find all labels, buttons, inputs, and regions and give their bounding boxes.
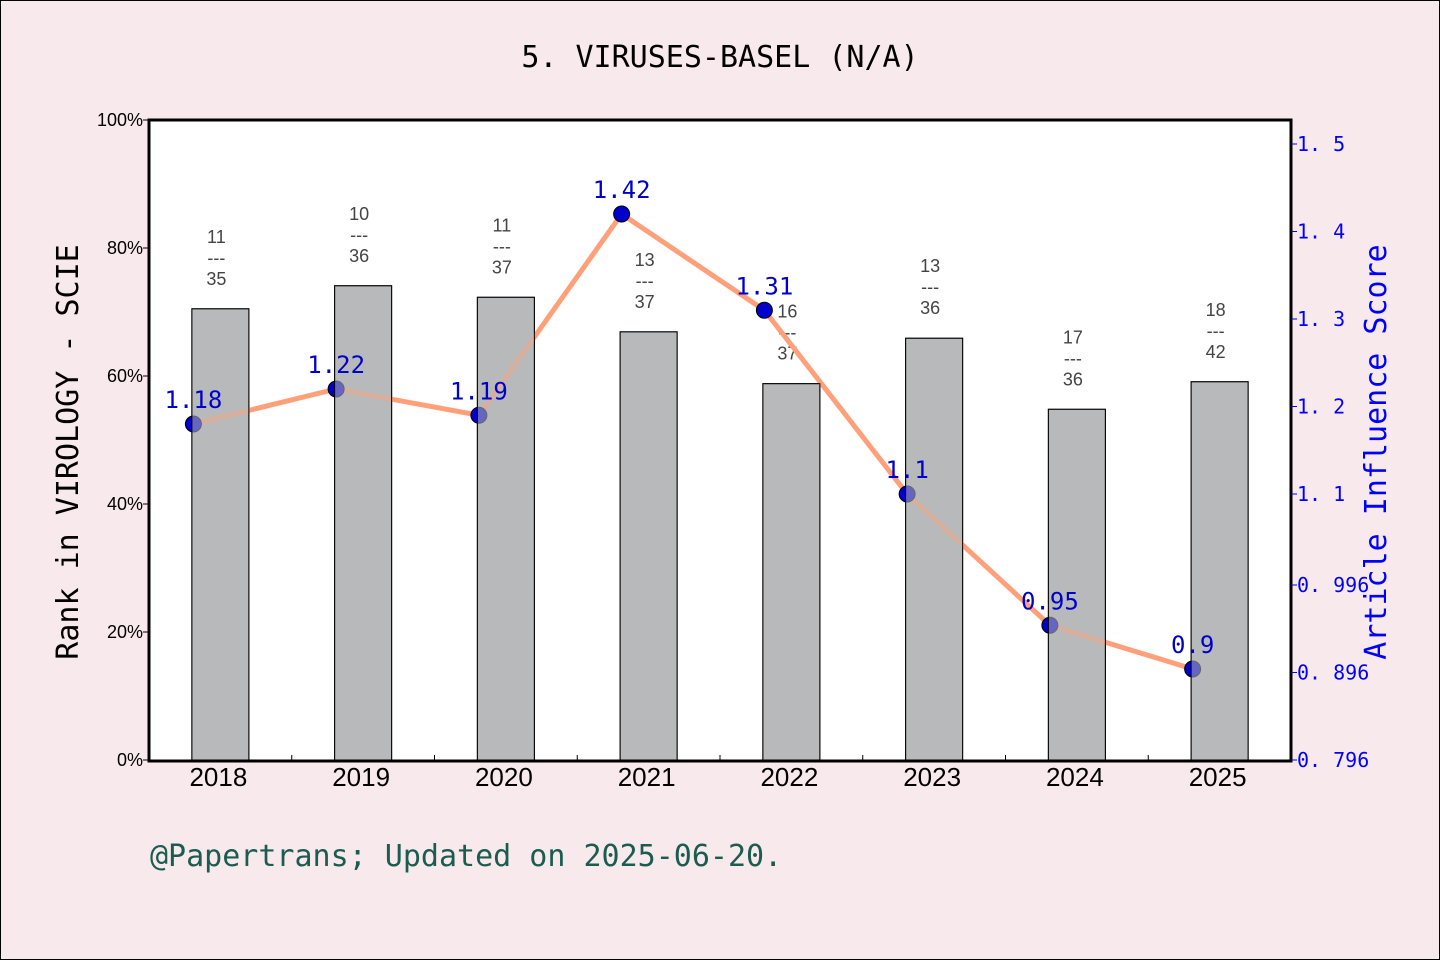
left-tick-label: 20% [107, 622, 143, 642]
rank-separator: --- [350, 225, 368, 245]
right-tick-label: 1. 2 [1297, 395, 1345, 419]
rank-label-2025: 18---42 [1206, 300, 1226, 362]
bar-overlay-2019 [334, 285, 393, 761]
rank-separator: --- [636, 271, 654, 291]
rank-total: 36 [1063, 369, 1083, 389]
rank-value: 13 [635, 250, 655, 270]
x-tick-label: 2021 [618, 762, 676, 792]
footer-credit: @Papertrans; Updated on 2025-06-20. [150, 839, 782, 874]
score-label-2023: 1.1 [885, 456, 928, 484]
rank-value: 11 [207, 227, 226, 247]
x-tick-label: 2025 [1189, 762, 1247, 792]
rank-value: 18 [1206, 300, 1226, 320]
left-axis-label: Rank in VIROLOGY - SCIE [51, 244, 86, 659]
x-tick-label: 2023 [903, 762, 961, 792]
bar-overlay-2023 [905, 337, 964, 761]
rank-separator: --- [1207, 321, 1225, 341]
rank-label-2018: 11---35 [206, 227, 226, 289]
score-label-2018: 1.18 [164, 386, 222, 414]
right-tick-label: 0. 896 [1297, 661, 1369, 685]
score-label-2021: 1.42 [593, 176, 651, 204]
right-axis-label: Article Influence Score [1359, 244, 1394, 659]
right-tick-label: 1. 3 [1297, 307, 1345, 331]
rank-total: 37 [635, 292, 655, 312]
bar-overlay-2021 [619, 331, 678, 761]
chart-title: 5. VIRUSES-BASEL (N/A) [521, 40, 918, 75]
plot-area [149, 120, 1291, 761]
rank-separator: --- [921, 277, 939, 297]
bar-overlay-2018 [191, 308, 250, 761]
score-point-2021 [613, 205, 631, 223]
x-tick-label: 2018 [189, 762, 247, 792]
rank-separator: --- [207, 248, 225, 268]
right-tick-label: 1. 1 [1297, 482, 1345, 506]
x-tick-label: 2024 [1046, 762, 1104, 792]
rank-total: 36 [349, 246, 369, 266]
x-tick-label: 2022 [760, 762, 818, 792]
rank-total: 36 [920, 298, 940, 318]
score-label-2024: 0.95 [1021, 587, 1079, 615]
rank-label-2021: 13---37 [635, 250, 655, 312]
bar-overlay-2020 [476, 296, 535, 761]
score-label-2022: 1.31 [735, 272, 793, 300]
left-tick-label: 80% [107, 238, 143, 258]
rank-separator: --- [493, 236, 511, 256]
rank-value: 13 [920, 256, 940, 276]
rank-value: 11 [493, 215, 512, 235]
rank-label-2024: 17---36 [1063, 327, 1083, 389]
rank-value: 17 [1063, 327, 1083, 347]
bar-overlay-2025 [1190, 381, 1249, 761]
x-tick-label: 2019 [332, 762, 390, 792]
score-label-2020: 1.19 [450, 377, 508, 405]
rank-value: 10 [349, 204, 369, 224]
right-tick-label: 0. 796 [1297, 748, 1369, 772]
rank-label-2023: 13---36 [920, 256, 940, 318]
score-label-2019: 1.22 [307, 351, 365, 379]
score-point-2022 [755, 301, 773, 319]
rank-separator: --- [1064, 348, 1082, 368]
rank-label-2020: 11---37 [492, 215, 512, 277]
rank-total: 37 [492, 257, 512, 277]
score-label-2025: 0.9 [1171, 631, 1214, 659]
left-tick-label: 100% [97, 110, 143, 130]
right-tick-label: 0. 996 [1297, 573, 1369, 597]
rank-total: 42 [1206, 342, 1226, 362]
x-tick-label: 2020 [475, 762, 533, 792]
rank-total: 35 [206, 269, 226, 289]
rank-label-2019: 10---36 [349, 204, 369, 266]
bar-overlay-2024 [1047, 408, 1106, 761]
bar-overlay-2022 [762, 383, 821, 761]
left-tick-label: 0% [117, 750, 143, 770]
rank-value: 16 [777, 302, 797, 322]
right-tick-label: 1. 5 [1297, 132, 1345, 156]
plot-border [147, 118, 1293, 763]
left-tick-label: 40% [107, 494, 143, 514]
left-tick-label: 60% [107, 366, 143, 386]
right-tick-label: 1. 4 [1297, 220, 1345, 244]
